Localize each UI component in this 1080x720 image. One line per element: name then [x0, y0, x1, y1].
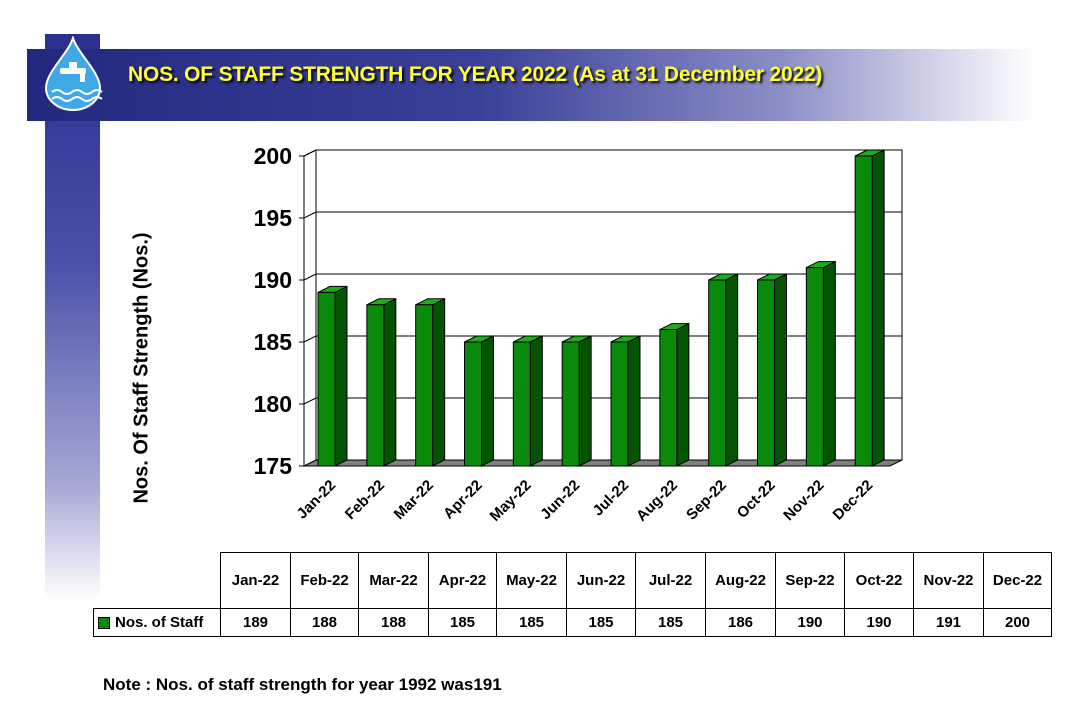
x-tick-label: Feb-22 [342, 477, 388, 523]
gridline-side [303, 149, 317, 157]
table-cell: 188 [290, 608, 359, 637]
title-banner [27, 49, 1035, 121]
x-tick-label: Jun-22 [537, 477, 583, 523]
bar-side [432, 297, 446, 467]
bar-front [415, 304, 434, 467]
table-header-cell: Jul-22 [635, 552, 706, 609]
bar-side [481, 335, 494, 467]
footnote: Note : Nos. of staff strength for year 1… [103, 675, 502, 694]
bar [561, 335, 592, 467]
bar [464, 335, 494, 467]
table-header-cell: Mar-22 [358, 552, 429, 609]
y-axis-label: Nos. Of Staff Strength (Nos.) [130, 232, 153, 504]
bar [708, 273, 739, 467]
chart-side-wall [303, 149, 317, 467]
water-drop-logo-icon [44, 36, 103, 111]
table-cell: 189 [220, 608, 291, 637]
table-cell: 190 [775, 608, 845, 637]
bar-front [512, 341, 531, 467]
x-tick-label: Sep-22 [683, 477, 730, 524]
y-tick-label: 175 [254, 453, 293, 479]
y-tick-label: 180 [254, 391, 292, 417]
table-row: Nos. of Staff 189 188 188 185 185 185 185 186 19… [93, 608, 1052, 637]
bar-side [627, 335, 641, 467]
gridline-side [303, 273, 317, 281]
table-header-cell: Dec-22 [983, 552, 1052, 609]
bar-front [805, 267, 824, 467]
table-cell: 185 [635, 608, 706, 637]
y-tick-label: 185 [254, 329, 293, 355]
table-header-cell: Jan-22 [220, 552, 291, 609]
x-tick-label: Oct-22 [734, 477, 779, 522]
gridline-side [303, 335, 317, 343]
bar [366, 297, 397, 467]
bar-front [757, 279, 775, 467]
bar-side [725, 273, 739, 467]
y-tick-label: 190 [254, 267, 292, 293]
x-tick-label: Dec-22 [830, 477, 877, 524]
x-tick-label: Jan-22 [294, 477, 340, 523]
bar [659, 322, 690, 467]
legend-swatch [98, 617, 110, 630]
bar-side [578, 335, 592, 467]
table-header-row: Jan-22 Feb-22 Mar-22 Apr-22 May-22 Jun-22 Jul-… [94, 552, 1052, 609]
table-header-cell: May-22 [496, 552, 567, 609]
table-cell: 190 [844, 608, 914, 637]
table-cell: 185 [496, 608, 567, 637]
bar-side [871, 149, 885, 467]
chart-back-wall [315, 149, 903, 461]
table-header-cell: Nov-22 [913, 552, 984, 609]
bar [512, 335, 543, 467]
bar [415, 297, 446, 467]
table-cell: 185 [428, 608, 497, 637]
bar-side [334, 285, 348, 467]
x-tick-label: Nov-22 [780, 477, 827, 524]
table-cell: 200 [983, 608, 1052, 637]
bar [854, 149, 885, 467]
bar-front [366, 304, 385, 467]
bar-front [464, 341, 482, 467]
gridline-side [303, 211, 317, 219]
x-tick-label: Aug-22 [633, 477, 681, 525]
bar-side [774, 273, 787, 467]
x-tick-label: Mar-22 [391, 477, 437, 523]
bar-front [659, 329, 678, 467]
y-tick-label: 200 [254, 143, 292, 169]
left-decor-bar [45, 34, 100, 600]
bar-side [676, 322, 690, 467]
x-tick-label: May-22 [487, 477, 535, 525]
y-tick-label: 195 [254, 205, 293, 231]
bar-front [854, 155, 873, 467]
bar [317, 285, 348, 467]
bar-side [383, 297, 397, 467]
table-cell: 186 [705, 608, 776, 637]
bar-front [317, 291, 336, 467]
gridline-side [303, 397, 317, 405]
table-row-label: Nos. of Staff [93, 608, 221, 637]
table-cell: 185 [566, 608, 636, 637]
bar [610, 335, 641, 467]
bar-chart: 175 180 185 190 195 200 Jan-22 Feb-22 Mar-22 Apr… [254, 143, 903, 525]
table-header-cell: Jun-22 [566, 552, 636, 609]
bar-side [822, 260, 836, 467]
table-cell: 191 [913, 608, 984, 637]
table-header-cell: Apr-22 [428, 552, 497, 609]
table-header-cell: Sep-22 [775, 552, 845, 609]
bar-front [708, 279, 727, 467]
legend-label: Nos. of Staff [115, 614, 204, 631]
table-corner [94, 553, 221, 609]
bar-front [561, 341, 580, 467]
data-table: Jan-22 Feb-22 Mar-22 Apr-22 May-22 Jun-22 Jul-… [93, 552, 1052, 637]
bar-front [610, 341, 629, 467]
table-header-cell: Aug-22 [705, 552, 776, 609]
x-tick-label: Apr-22 [440, 477, 486, 523]
x-tick-label: Jul-22 [590, 477, 633, 520]
table-header-cell: Feb-22 [290, 552, 359, 609]
table-cell: 188 [358, 608, 429, 637]
page-title: NOS. OF STAFF STRENGTH FOR YEAR 2022 (As… [128, 63, 823, 86]
bar [805, 260, 836, 467]
bar-side [529, 335, 543, 467]
bar [757, 273, 787, 467]
table-header-cell: Oct-22 [844, 552, 914, 609]
